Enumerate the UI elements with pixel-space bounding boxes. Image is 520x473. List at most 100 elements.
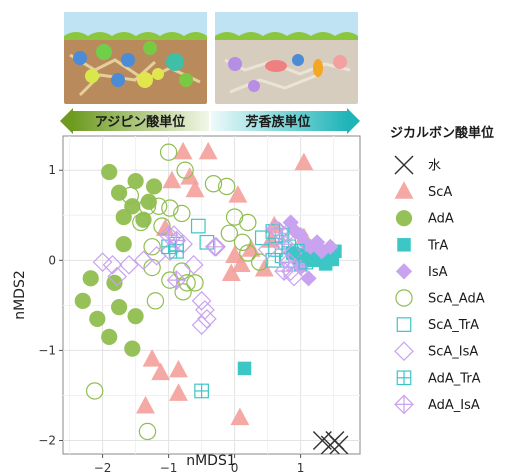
data-point	[133, 250, 154, 271]
series-isa	[282, 214, 339, 287]
data-point	[237, 361, 252, 376]
y-tick-label: −1	[38, 343, 56, 357]
data-point	[173, 141, 193, 160]
data-point	[135, 211, 152, 228]
legend-label: ScA_IsA	[428, 345, 478, 360]
data-point	[127, 308, 144, 325]
data-point	[300, 270, 317, 287]
legend-label: AdA_IsA	[428, 398, 480, 413]
aromatic-arrow-label: 芳香族単位	[245, 114, 310, 130]
legend-label: IsA	[428, 265, 448, 280]
data-point	[124, 340, 141, 357]
data-point	[217, 177, 236, 196]
data-point	[158, 225, 179, 245]
data-point	[161, 199, 179, 217]
data-point	[82, 270, 99, 287]
data-point	[101, 328, 118, 345]
data-point	[145, 178, 163, 195]
data-point	[233, 233, 252, 252]
data-point	[74, 292, 91, 309]
legend-label: ScA_AdA	[428, 292, 485, 307]
data-point	[228, 185, 248, 203]
data-point	[138, 422, 157, 441]
data-point	[119, 254, 139, 275]
x-tick-label: −2	[94, 461, 112, 473]
data-point	[162, 170, 182, 189]
legend-label: 水	[428, 159, 441, 174]
data-point	[121, 186, 140, 205]
legend-label: ScA_TrA	[428, 318, 479, 333]
soil-illustration-aromatic	[215, 12, 358, 104]
legend-title: ジカルボン酸単位	[390, 125, 494, 141]
data-point	[178, 274, 196, 292]
legend-key	[396, 317, 412, 332]
series--	[312, 430, 349, 454]
data-point	[265, 218, 286, 239]
data-point	[89, 310, 106, 327]
data-point	[294, 152, 314, 171]
data-point	[204, 175, 223, 193]
data-point	[329, 435, 349, 454]
data-point	[313, 243, 330, 260]
aromatic-arrow: 芳香族単位	[211, 108, 360, 134]
data-point	[115, 236, 132, 253]
legend-label: TrA	[427, 238, 448, 253]
data-point	[197, 309, 217, 329]
data-point	[173, 204, 191, 223]
data-point	[206, 236, 226, 257]
series-ada-isa	[158, 218, 299, 290]
legend-label: AdA	[428, 212, 454, 227]
data-point	[231, 254, 251, 273]
legend-label: ScA	[428, 185, 452, 200]
data-point	[107, 266, 127, 287]
legend-key	[394, 394, 414, 415]
legend: 水 ScA AdA TrA IsA ScA_AdA ScA_TrA ScA_IsA AdA_Tr…	[394, 155, 485, 415]
data-point	[132, 213, 150, 232]
series-sca-ada	[85, 143, 269, 441]
data-point	[239, 213, 257, 232]
data-point	[298, 254, 314, 270]
data-point	[127, 172, 144, 190]
data-point	[176, 161, 194, 179]
data-point	[198, 141, 218, 160]
data-point	[186, 274, 204, 292]
data-point	[174, 283, 192, 301]
data-point	[138, 197, 157, 215]
plot-panel	[62, 135, 361, 455]
data-point	[151, 362, 171, 381]
data-point	[318, 257, 333, 271]
data-point	[194, 383, 209, 399]
data-point	[173, 262, 191, 280]
data-point	[136, 395, 155, 414]
data-point	[155, 218, 175, 236]
legend-key	[397, 238, 411, 252]
data-point	[146, 245, 167, 266]
data-point	[85, 382, 104, 400]
data-point	[257, 239, 278, 260]
legend-key	[394, 181, 414, 199]
data-point	[191, 291, 212, 311]
data-point	[292, 226, 309, 244]
data-point	[250, 253, 269, 271]
legend-key	[395, 263, 413, 280]
data-point	[190, 218, 206, 234]
data-point	[101, 163, 118, 181]
data-point	[111, 299, 128, 316]
legend-key	[396, 370, 412, 386]
data-point	[220, 224, 239, 242]
data-point	[204, 236, 225, 257]
legend-key	[395, 210, 413, 227]
y-tick-label: −2	[38, 433, 56, 447]
data-point	[277, 223, 298, 244]
legend-key	[395, 289, 413, 307]
data-point	[199, 234, 215, 250]
data-point	[142, 349, 162, 367]
legend-key	[394, 155, 414, 175]
data-point	[140, 193, 157, 210]
y-axis-label: nMDS2	[12, 270, 28, 320]
data-point	[143, 238, 161, 256]
data-point	[183, 254, 204, 275]
data-point	[191, 315, 212, 336]
axis-ticks: −2 −1 0 1 −2 −1 0 1	[38, 163, 304, 473]
